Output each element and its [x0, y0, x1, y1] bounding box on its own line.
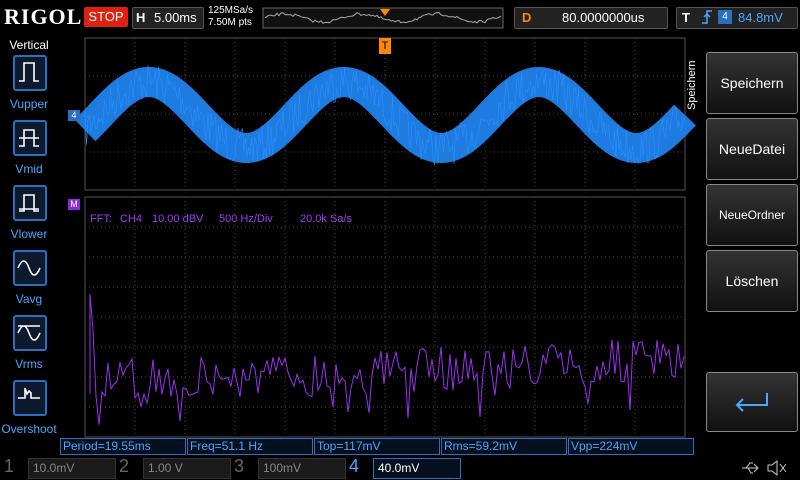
fft-trace: [89, 293, 685, 425]
fft-info-1: CH4: [120, 213, 143, 225]
menu-icon[interactable]: [13, 120, 47, 156]
delay-box[interactable]: [514, 7, 668, 29]
icon-glyph: [19, 194, 39, 212]
timebase: 5.00ms: [154, 10, 197, 25]
left-menu-title: Vertical: [9, 38, 49, 52]
icon-glyph: [17, 260, 41, 276]
menu-button[interactable]: NeueOrdner: [706, 184, 798, 246]
channel-number[interactable]: 1: [4, 456, 15, 476]
delay: 80.0000000us: [562, 10, 645, 25]
menu-icon[interactable]: [13, 250, 47, 286]
trigger-label: T: [682, 10, 690, 25]
menu-button[interactable]: Speichern: [706, 52, 798, 114]
right-menu-title: Speichern: [686, 60, 698, 110]
icon-glyph: [19, 129, 39, 147]
channel-number[interactable]: 2: [119, 456, 130, 476]
fft-info-2: 10.00 dBV: [152, 213, 204, 225]
memory-bar: [262, 7, 504, 29]
menu-label[interactable]: Vlower: [10, 227, 48, 241]
menu-label[interactable]: Vmid: [15, 162, 43, 176]
channel-scale[interactable]: 40.0mV: [373, 458, 461, 479]
trigger-level: 84.8mV: [738, 10, 783, 25]
return-icon: [735, 393, 768, 412]
sample-rate: 125MSa/s: [208, 5, 254, 16]
menu-label[interactable]: Vupper: [9, 97, 49, 111]
memory-wave: [264, 11, 502, 24]
measurement: Rms=59.2mV: [441, 438, 567, 455]
memory-depth: 7.50M pts: [208, 17, 252, 28]
timebase-box[interactable]: [132, 7, 204, 29]
measurement: Period=19.55ms: [60, 438, 186, 455]
menu-icon[interactable]: [13, 55, 47, 91]
menu-label[interactable]: Vrms: [15, 357, 43, 371]
fft-info-3: 500 Hz/Div: [219, 213, 273, 225]
menu-button[interactable]: NeueDatei: [706, 118, 798, 180]
plot-area: [74, 37, 696, 438]
logo: RIGOL: [4, 4, 83, 29]
measurement: Vpp=224mV: [568, 438, 694, 455]
ch4-band: [74, 66, 696, 164]
channel-marker: 4: [68, 110, 80, 121]
ch4-noise: [84, 65, 686, 166]
measurement: Top=117mV: [314, 438, 440, 455]
menu-icon[interactable]: [13, 380, 47, 416]
trigger-marker: T: [379, 38, 391, 54]
trigger-source: 4: [718, 10, 732, 24]
delay-label: D: [522, 10, 532, 25]
icon-glyph: [18, 387, 40, 399]
math-marker: M: [68, 199, 80, 210]
timebase-label: H: [136, 10, 146, 25]
icon-glyph: [17, 325, 41, 341]
fft-info-0: FFT:: [90, 213, 112, 225]
menu-label[interactable]: Vavg: [15, 292, 43, 306]
channel-number[interactable]: 3: [234, 456, 245, 476]
status-icons: [742, 459, 787, 477]
menu-label[interactable]: Overshoot: [1, 422, 57, 436]
icon-glyph: [19, 62, 39, 82]
menu-button[interactable]: Löschen: [706, 250, 798, 312]
return-button[interactable]: [706, 372, 798, 432]
trigger-edge-icon: [702, 10, 712, 24]
menu-icon[interactable]: [13, 315, 47, 351]
run-state[interactable]: STOP: [84, 7, 128, 27]
channel-scale[interactable]: 1.00 V: [143, 458, 231, 479]
measurement: Freq=51.1 Hz: [187, 438, 313, 455]
trigger-pointer: [380, 9, 390, 16]
menu-icon[interactable]: [13, 185, 47, 221]
channel-scale[interactable]: 100mV: [258, 458, 346, 479]
channel-scale[interactable]: 10.0mV: [28, 458, 116, 479]
fft-info-4: 20.0k Sa/s: [300, 213, 352, 225]
channel-number[interactable]: 4: [349, 456, 360, 476]
